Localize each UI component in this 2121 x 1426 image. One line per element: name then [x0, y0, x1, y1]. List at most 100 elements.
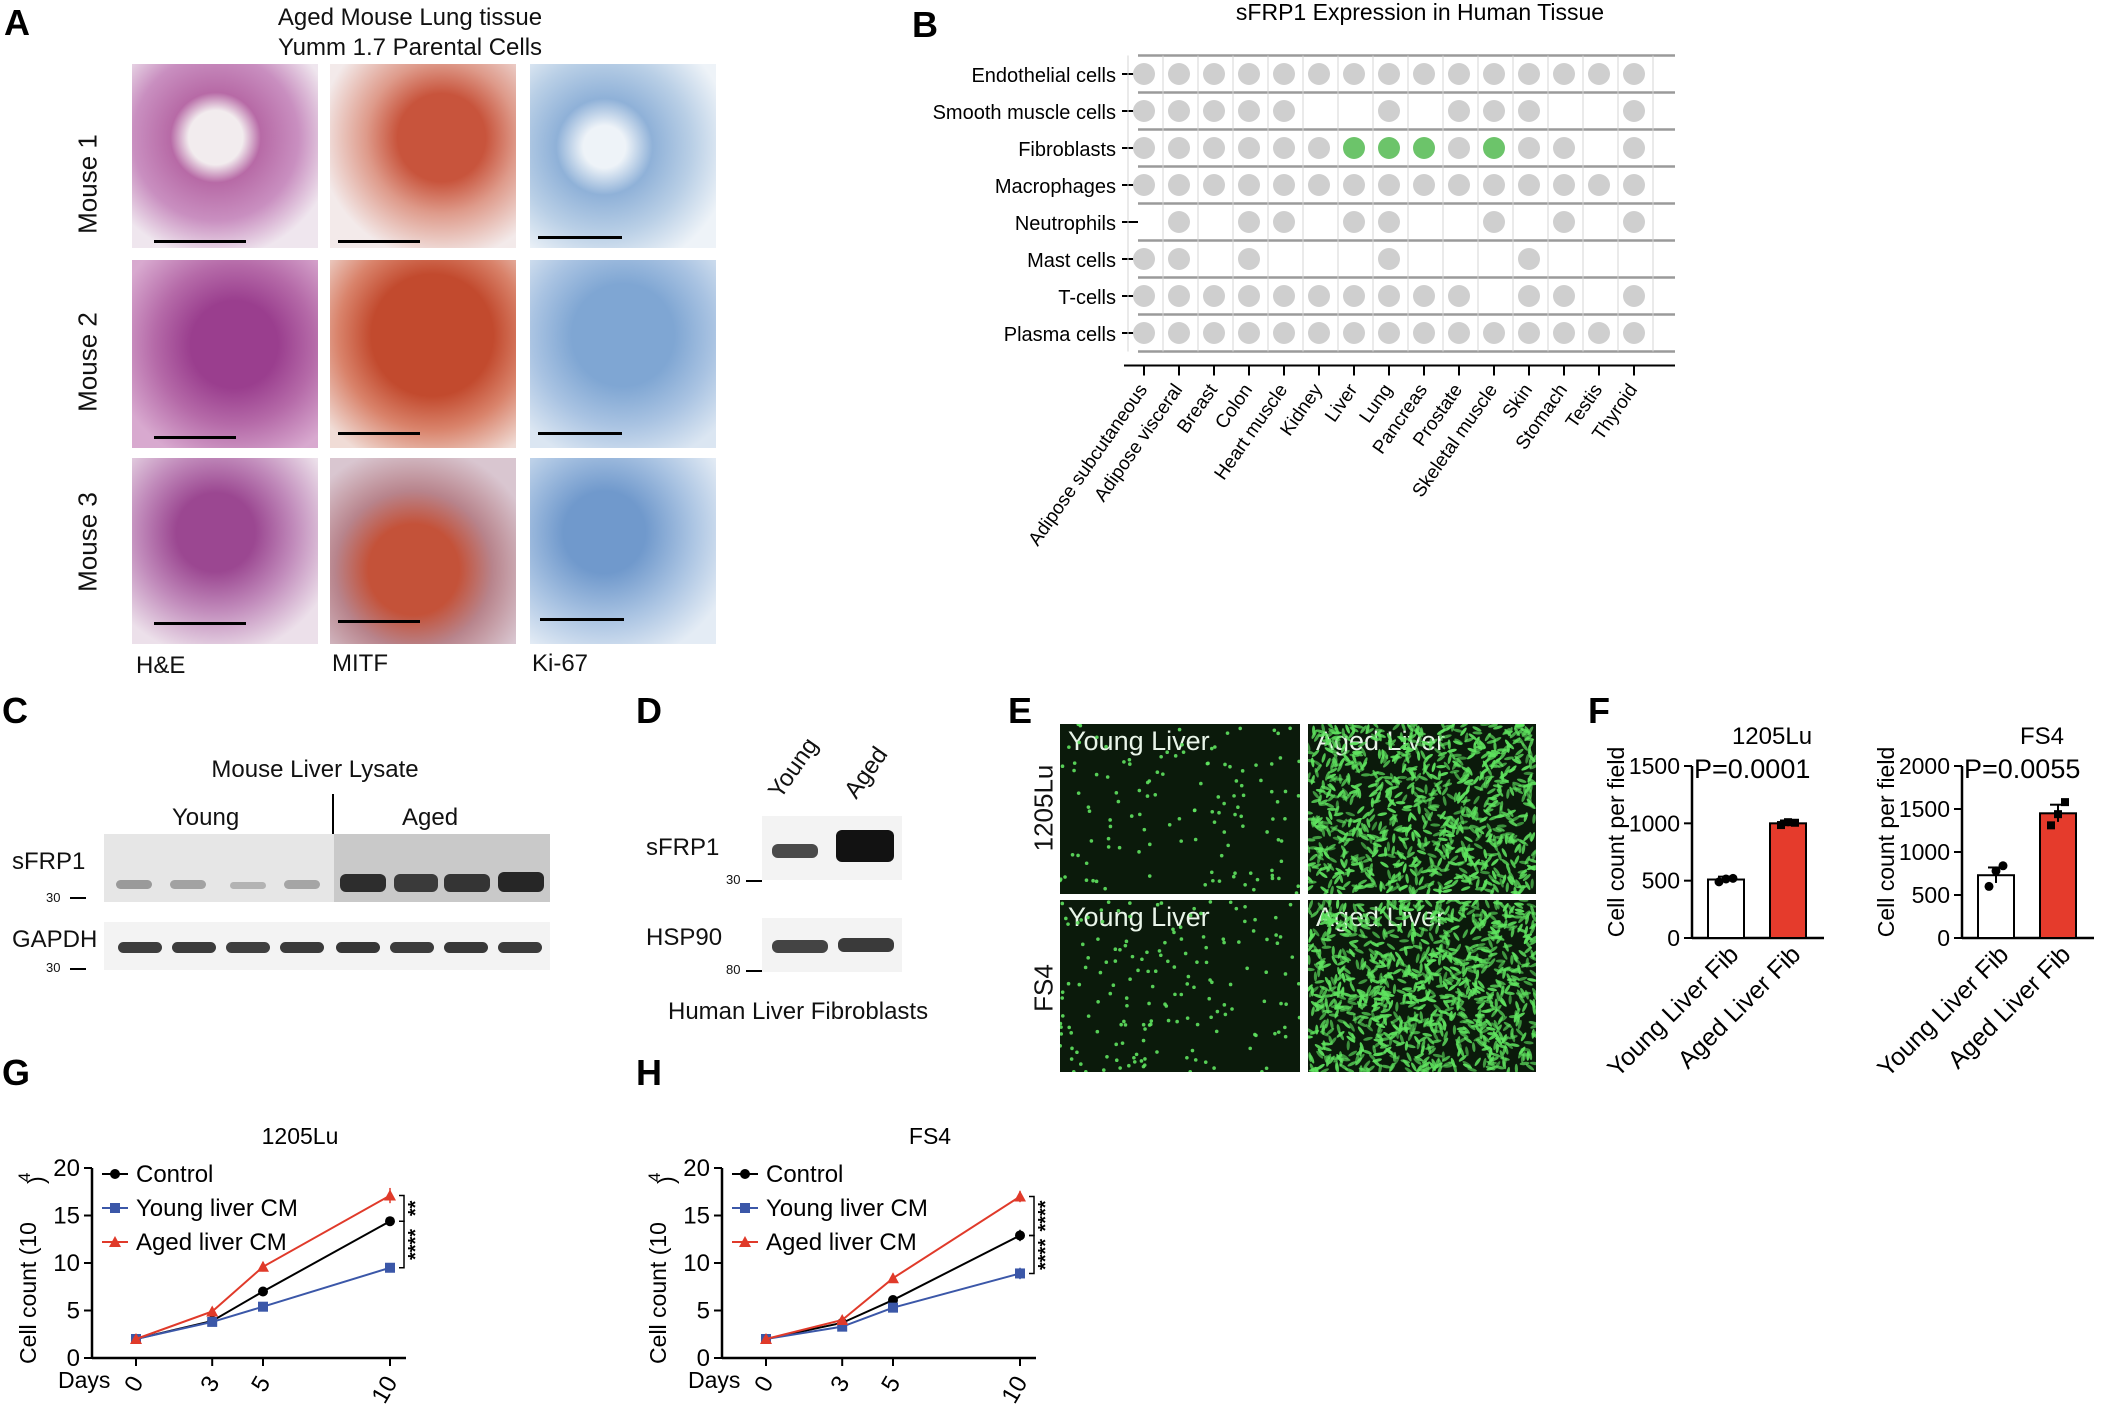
f-point: [1791, 818, 1799, 827]
b-dot: [1448, 137, 1470, 159]
b-dot: [1238, 137, 1260, 159]
b-dot: [1623, 174, 1645, 196]
series-point: [837, 1321, 848, 1332]
panel-label-h: H: [636, 1052, 662, 1093]
b-dot: [1168, 174, 1190, 196]
b-dot: [1588, 322, 1610, 344]
b-dot: [1238, 63, 1260, 85]
panel-d-marker-80: 80: [726, 962, 741, 977]
panel-b-row-labels: Endothelial cells Smooth muscle cells Fibr…: [933, 65, 1116, 346]
panel-c-group-divider: [332, 794, 334, 838]
line-x-label: Days: [58, 1367, 110, 1393]
b-dot: [1203, 285, 1225, 307]
b-dot: [1133, 174, 1155, 196]
panel-b-chart: sFRP1 Expression in Human Tissue Endothe…: [933, 0, 1675, 550]
b-dot: [1448, 100, 1470, 122]
b-dot: [1413, 285, 1435, 307]
series-point: [206, 1305, 219, 1317]
b-dot: [1553, 285, 1575, 307]
stain-label-he: H&E: [136, 652, 186, 679]
b-dot: [1273, 174, 1295, 196]
b-dot: [1623, 63, 1645, 85]
legend-label: Aged liver CM: [766, 1229, 917, 1256]
line-y-label-close: ): [23, 1176, 49, 1184]
panel-d-marker-tick-30: [746, 880, 762, 882]
line-y-tick-label: 20: [683, 1155, 710, 1182]
b-dot: [1518, 100, 1540, 122]
fluo-label-1205lu-young: Young Liver: [1068, 726, 1210, 756]
f-y-tick-label: 1500: [1899, 796, 1950, 822]
line-y-tick-label: 20: [53, 1155, 80, 1182]
line-x-tick-label: 3: [825, 1372, 855, 1397]
line-x-label: Days: [688, 1367, 740, 1393]
b-dot: [1168, 211, 1190, 233]
panel-d-sfrp1-blot: [762, 816, 902, 880]
panel-label-b: B: [912, 4, 938, 45]
b-col-label: Liver: [1321, 380, 1362, 426]
b-dot: [1168, 63, 1190, 85]
b-dot: [1378, 137, 1400, 159]
f-y-tick-label: 500: [1912, 882, 1950, 908]
panel-d-hsp90-blot: [762, 918, 902, 972]
fluo-label-fs4-young: Young Liver: [1068, 902, 1210, 932]
b-dot: [1238, 248, 1260, 270]
b-dot: [1308, 174, 1330, 196]
line-y-tick-label: 15: [53, 1203, 80, 1230]
f-point: [1991, 866, 2001, 876]
panel-b-dots: [1133, 63, 1645, 344]
f-y-tick-label: 0: [1667, 925, 1680, 951]
line-x-tick-label: 10: [996, 1372, 1033, 1409]
panel-label-d: D: [636, 690, 662, 731]
panel-label-g: G: [2, 1052, 31, 1093]
b-dot: [1273, 137, 1295, 159]
panel-b-grid: [1122, 54, 1675, 353]
mitf-mouse-3-image: [330, 458, 516, 644]
b-dot: [1553, 137, 1575, 159]
f-y-tick-label: 0: [1937, 925, 1950, 951]
b-dot: [1168, 248, 1190, 270]
panel-c-gapdh-blot: [104, 922, 550, 970]
f-y-tick-label: 500: [1642, 868, 1680, 894]
b-dot: [1623, 322, 1645, 344]
legend-label: Young liver CM: [136, 1195, 298, 1222]
panel-c-title: Mouse Liver Lysate: [211, 756, 419, 783]
series-line: [135, 1194, 391, 1340]
b-dot: [1203, 137, 1225, 159]
series-line: [765, 1195, 1021, 1340]
b-dot: [1133, 137, 1155, 159]
line-x-tick-label: 3: [195, 1372, 225, 1397]
panel-d-caption: Human Liver Fibroblasts: [668, 998, 929, 1025]
he-mouse-3-image: [132, 458, 318, 644]
significance-bracket: [1029, 1195, 1035, 1237]
f-y-label: Cell count per field: [1873, 747, 1899, 938]
b-dot: [1308, 63, 1330, 85]
b-dot: [1343, 174, 1365, 196]
b-dot: [1483, 174, 1505, 196]
b-row-label: Mast cells: [1027, 250, 1116, 272]
mitf-mouse-2-image: [330, 260, 516, 448]
b-dot: [1308, 322, 1330, 344]
panel-e-row-fs4: FS4: [1028, 964, 1059, 1012]
legend-marker: [740, 1203, 750, 1213]
b-dot: [1518, 248, 1540, 270]
panel-label-e: E: [1008, 690, 1033, 731]
b-dot: [1343, 137, 1365, 159]
b-dot: [1448, 322, 1470, 344]
b-dot: [1133, 322, 1155, 344]
b-row-label: Fibroblasts: [1018, 139, 1116, 161]
he-mouse-2-image: [132, 260, 318, 448]
row-label-mouse-2: Mouse 2: [72, 312, 103, 412]
b-dot: [1378, 285, 1400, 307]
b-dot: [1378, 63, 1400, 85]
panel-d-lane-aged: Aged: [839, 742, 894, 804]
series-point: [1015, 1268, 1025, 1279]
f-point: [1721, 874, 1731, 884]
panel-d-lane-young: Young: [763, 732, 824, 804]
f-title: FS4: [2020, 723, 2064, 750]
f-p-value: P=0.0055: [1964, 754, 2080, 784]
panel-d-marker-tick-80: [746, 970, 762, 972]
legend-label: Aged liver CM: [136, 1229, 287, 1256]
f-bar: [1977, 874, 2015, 939]
series-point: [888, 1302, 898, 1313]
